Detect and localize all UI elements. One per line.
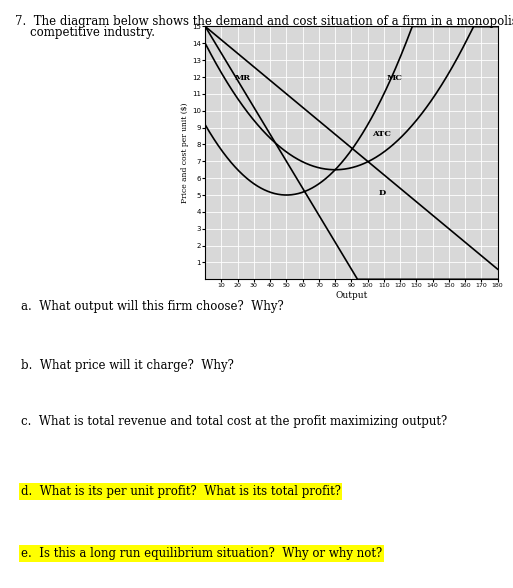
Y-axis label: Price and cost per unit ($): Price and cost per unit ($) (181, 103, 189, 203)
Text: b.  What price will it charge?  Why?: b. What price will it charge? Why? (21, 359, 233, 372)
Text: MR: MR (234, 75, 250, 82)
Text: d.  What is its per unit profit?  What is its total profit?: d. What is its per unit profit? What is … (21, 485, 341, 498)
X-axis label: Output: Output (335, 291, 368, 300)
Text: competitive industry.: competitive industry. (15, 26, 155, 39)
Text: e.  Is this a long run equilibrium situation?  Why or why not?: e. Is this a long run equilibrium situat… (21, 547, 382, 560)
Text: ATC: ATC (372, 130, 391, 138)
Text: 7.  The diagram below shows the demand and cost situation of a firm in a monopol: 7. The diagram below shows the demand an… (15, 15, 513, 28)
Text: MC: MC (387, 75, 403, 82)
Text: c.  What is total revenue and total cost at the profit maximizing output?: c. What is total revenue and total cost … (21, 415, 447, 427)
Text: D: D (379, 189, 386, 197)
Text: a.  What output will this firm choose?  Why?: a. What output will this firm choose? Wh… (21, 300, 283, 313)
